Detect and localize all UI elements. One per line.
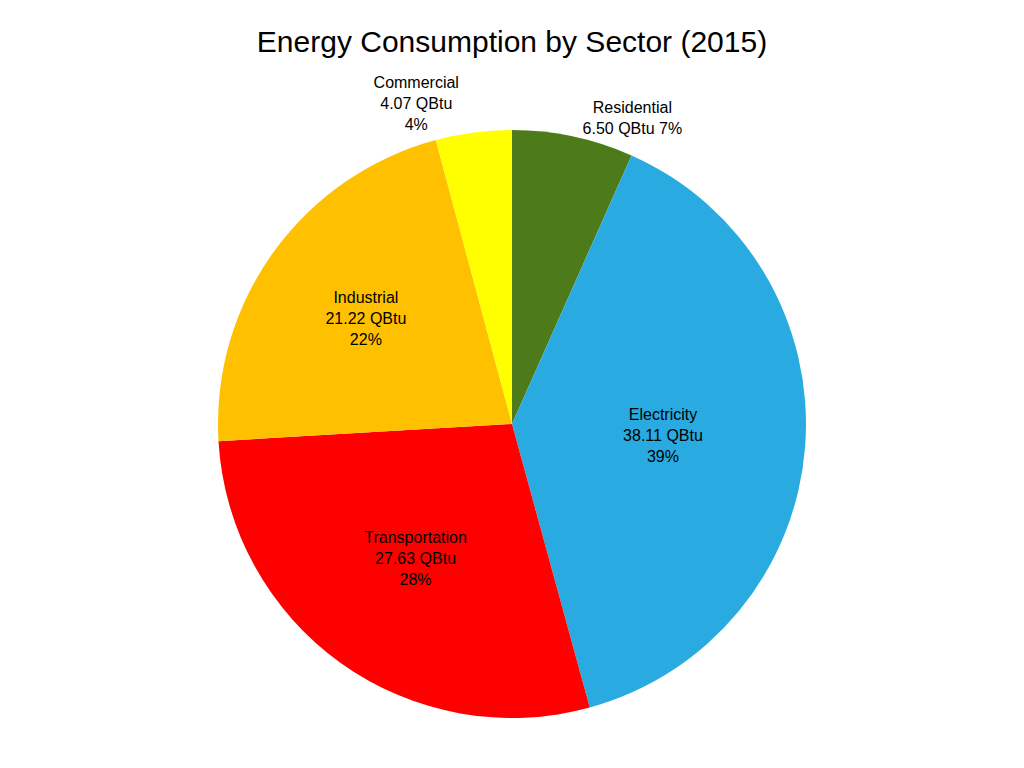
- svg-text:Industrial21.22 QBtu22%: Industrial21.22 QBtu22%: [325, 289, 406, 348]
- svg-text:Electricity38.11 QBtu39%: Electricity38.11 QBtu39%: [623, 406, 703, 465]
- svg-text:Residential6.50 QBtu 7%: Residential6.50 QBtu 7%: [583, 99, 683, 137]
- svg-text:Energy Consumption by Sector (: Energy Consumption by Sector (2015): [257, 25, 767, 58]
- svg-text:Transportation27.63 QBtu28%: Transportation27.63 QBtu28%: [364, 529, 467, 588]
- svg-text:Commercial4.07 QBtu4%: Commercial4.07 QBtu4%: [374, 74, 459, 133]
